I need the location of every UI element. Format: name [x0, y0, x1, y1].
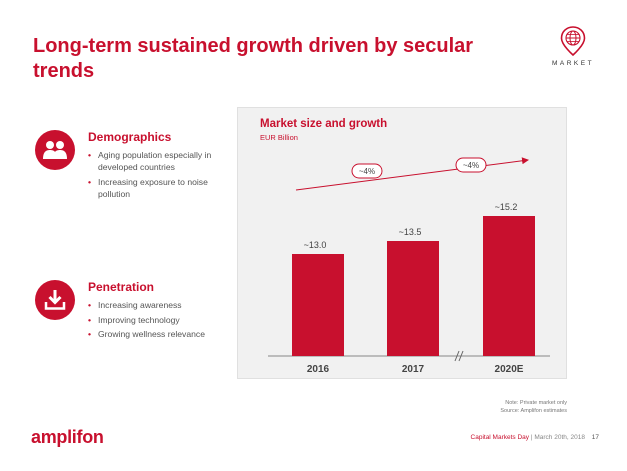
people-icon [35, 130, 75, 170]
list-item: Aging population especially in developed… [88, 150, 228, 173]
amplifon-logo: amplifon [31, 427, 104, 447]
growth-annotation-label: ~4% [359, 167, 375, 176]
event-date: March 20th, 2018 [534, 434, 585, 441]
section-label: MARKET [551, 60, 595, 67]
list-item: Growing wellness relevance [88, 329, 228, 341]
page-number: 17 [591, 434, 599, 441]
list-item: Increasing exposure to noise pollution [88, 177, 228, 200]
growth-trend-arrow [295, 157, 529, 191]
market-chart-panel: Market size and growth EUR Billion ~13.0… [237, 107, 567, 379]
slide-title: Long-term sustained growth driven by sec… [33, 35, 474, 82]
growth-annotation-label: ~4% [463, 161, 479, 170]
globe-pin-icon [560, 26, 586, 56]
bar-2016 [292, 254, 344, 356]
axis-break-mark [458, 350, 464, 362]
event-name: Capital Markets Day [470, 434, 530, 441]
footer-separator: | [530, 434, 535, 441]
driver-bullets: Increasing awareness Improving technolog… [88, 300, 228, 344]
footnote: Note: Private market only Source: Amplif… [500, 399, 567, 415]
data-label-2017: ~13.5 [399, 227, 422, 237]
source-text: Source: Amplifon estimates [500, 408, 567, 414]
chart-title: Market size and growth [260, 118, 388, 130]
bar-2017 [387, 241, 439, 356]
list-item: Increasing awareness [88, 300, 228, 312]
chart-unit: EUR Billion [260, 133, 298, 142]
driver-title: Demographics [88, 130, 172, 144]
bar-2020E [483, 216, 535, 356]
section-badge: MARKET [548, 26, 598, 67]
x-tick-label-2020E: 2020E [495, 364, 524, 375]
growth-annotation-oval [455, 157, 487, 173]
data-label-2020E: ~15.2 [495, 202, 518, 212]
slide-footer: Capital Markets Day | March 20th, 2018 1… [471, 434, 599, 441]
driver-bullets: Aging population especially in developed… [88, 150, 228, 204]
x-tick-label-2016: 2016 [307, 364, 330, 375]
data-label-2016: ~13.0 [304, 240, 327, 250]
x-tick-label-2017: 2017 [402, 364, 425, 375]
download-tray-icon [35, 280, 75, 320]
driver-title: Penetration [88, 280, 155, 294]
list-item: Improving technology [88, 315, 228, 327]
growth-annotation-oval [351, 163, 383, 179]
axis-break-mark [454, 350, 460, 362]
note-text: Note: Private market only [505, 400, 567, 406]
bar-chart: ~13.0 2016 ~13.5 2017 ~15.2 2020E ~4% ~4% [268, 157, 550, 375]
